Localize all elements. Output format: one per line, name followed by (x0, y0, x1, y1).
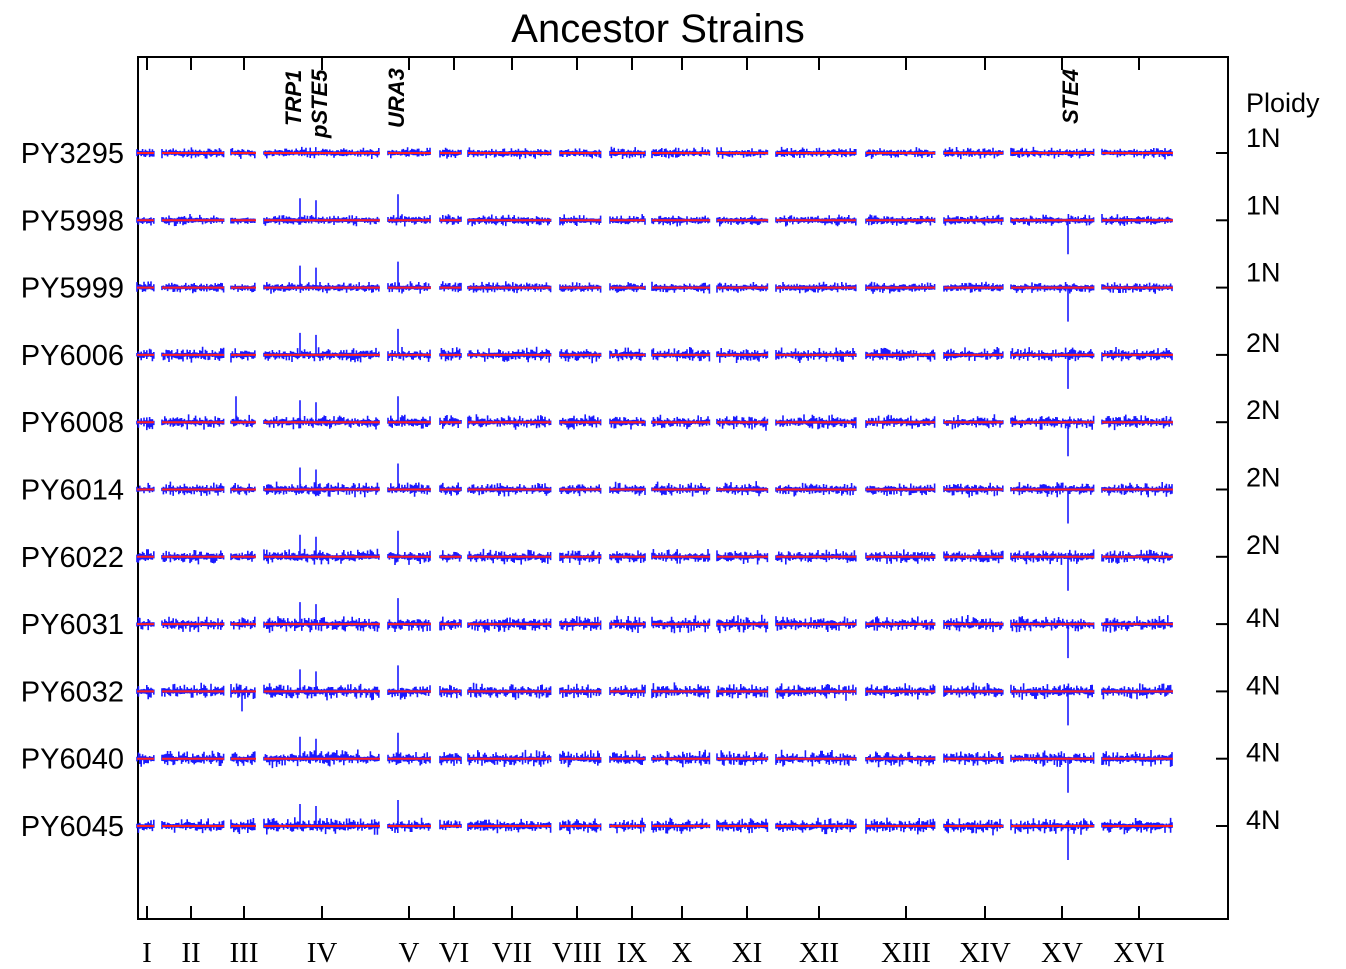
chromosome-label-III: III (230, 937, 259, 969)
strain-row-py6014: PY6014 2N (21, 463, 1281, 524)
ploidy-label: 2N (1246, 530, 1281, 560)
strain-row-py5999: PY5999 1N (21, 258, 1281, 322)
strain-row-py5998: PY5998 1N (21, 190, 1281, 255)
chromosome-label-XIV: XIV (959, 937, 1011, 969)
chromosome-labels: I II III IV V VI VII VIII IX X XI XII XIII XIV XV XVI (142, 937, 1165, 969)
strain-label: PY5999 (21, 273, 124, 305)
gene-label-pste5: pSTE5 (307, 69, 332, 139)
signal-trace (161, 682, 225, 698)
signal-trace (387, 328, 431, 362)
chromosome-label-XV: XV (1041, 937, 1083, 969)
signal-trace (1010, 818, 1095, 860)
signal-trace (1010, 683, 1095, 726)
chromosome-label-XI: XI (732, 937, 763, 969)
signal-trace (263, 804, 380, 835)
strain-label: PY6008 (21, 407, 124, 439)
signal-trace (387, 732, 431, 766)
strain-rows: PY3295 1N PY5998 1N PY5999 1N PY6006 2N PY6008 2N… (21, 123, 1281, 860)
chromosome-label-XVI: XVI (1113, 937, 1165, 969)
signal-trace (387, 800, 431, 833)
signal-trace (230, 683, 256, 712)
ploidy-label: 4N (1246, 805, 1281, 835)
strain-row-py6040: PY6040 4N (21, 732, 1281, 793)
strain-row-py6031: PY6031 4N (21, 598, 1281, 659)
strain-label: PY6031 (21, 609, 124, 641)
chromosome-label-IV: IV (307, 937, 338, 969)
ploidy-label: 4N (1246, 603, 1281, 633)
signal-trace (387, 261, 431, 294)
signal-trace (387, 396, 431, 429)
signal-trace (263, 265, 380, 294)
signal-trace (387, 530, 431, 565)
ploidy-label: 1N (1246, 258, 1281, 288)
strain-label: PY5998 (21, 205, 124, 237)
signal-trace (387, 463, 431, 497)
signal-trace (263, 669, 380, 701)
ploidy-label: 4N (1246, 738, 1281, 768)
ploidy-label: 2N (1246, 395, 1281, 425)
ploidy-label: 1N (1246, 123, 1281, 153)
signal-trace (1010, 482, 1095, 524)
chromosome-label-VIII: VIII (552, 937, 602, 969)
chromosome-label-VI: VI (439, 937, 470, 969)
gene-label-ste4: STE4 (1058, 69, 1083, 124)
chromosome-label-X: X (672, 937, 693, 969)
top-tick-marks (146, 57, 1140, 70)
chromosome-label-IX: IX (617, 937, 648, 969)
strain-label: PY6006 (21, 340, 124, 372)
bottom-tick-marks (146, 906, 1140, 919)
chromosome-label-VII: VII (492, 937, 532, 969)
chromosome-label-I: I (142, 937, 152, 969)
signal-trace (387, 598, 431, 632)
strain-row-py6008: PY6008 2N (21, 395, 1281, 457)
ploidy-label: 1N (1246, 190, 1281, 220)
signal-trace (263, 467, 380, 498)
signal-trace (263, 736, 380, 769)
strain-label: PY3295 (21, 138, 124, 170)
strain-row-py3295: PY3295 1N (21, 123, 1281, 170)
signal-trace (263, 332, 380, 363)
signal-trace (1010, 549, 1095, 591)
chromosome-label-II: II (181, 937, 200, 969)
ploidy-label: 4N (1246, 670, 1281, 700)
signal-trace (387, 194, 431, 227)
signal-trace (263, 602, 380, 633)
signal-trace (1010, 616, 1095, 659)
gene-marker-labels: TRP1 pSTE5 URA3 STE4 (281, 68, 1083, 139)
signal-trace (263, 198, 380, 227)
strain-label: PY6014 (21, 475, 124, 507)
signal-trace (136, 217, 155, 226)
ploidy-label: 2N (1246, 328, 1281, 358)
strain-row-py6032: PY6032 4N (21, 665, 1281, 726)
signal-trace (1010, 750, 1095, 793)
signal-trace (439, 819, 462, 831)
strain-row-py6045: PY6045 4N (21, 800, 1281, 860)
signal-trace (263, 534, 380, 565)
signal-trace (136, 417, 155, 431)
strain-row-py6006: PY6006 2N (21, 328, 1281, 389)
strain-label: PY6040 (21, 744, 124, 776)
ploidy-label: 2N (1246, 463, 1281, 493)
signal-trace (263, 400, 380, 430)
chart-title: Ancestor Strains (511, 7, 804, 51)
strain-label: PY6032 (21, 676, 124, 708)
chromosome-label-V: V (399, 937, 420, 969)
signal-trace (1010, 347, 1095, 389)
signal-trace (136, 482, 155, 494)
chromosome-label-XIII: XIII (881, 937, 931, 969)
gene-label-trp1: TRP1 (281, 70, 306, 126)
signal-trace (387, 665, 431, 700)
gene-label-ura3: URA3 (384, 68, 409, 128)
strain-label: PY6022 (21, 542, 124, 574)
chromosome-label-XII: XII (799, 937, 839, 969)
strain-row-py6022: PY6022 2N (21, 530, 1281, 591)
signal-trace (559, 349, 602, 364)
ploidy-header: Ploidy (1246, 88, 1320, 118)
signal-trace (609, 750, 646, 765)
strain-label: PY6045 (21, 811, 124, 843)
